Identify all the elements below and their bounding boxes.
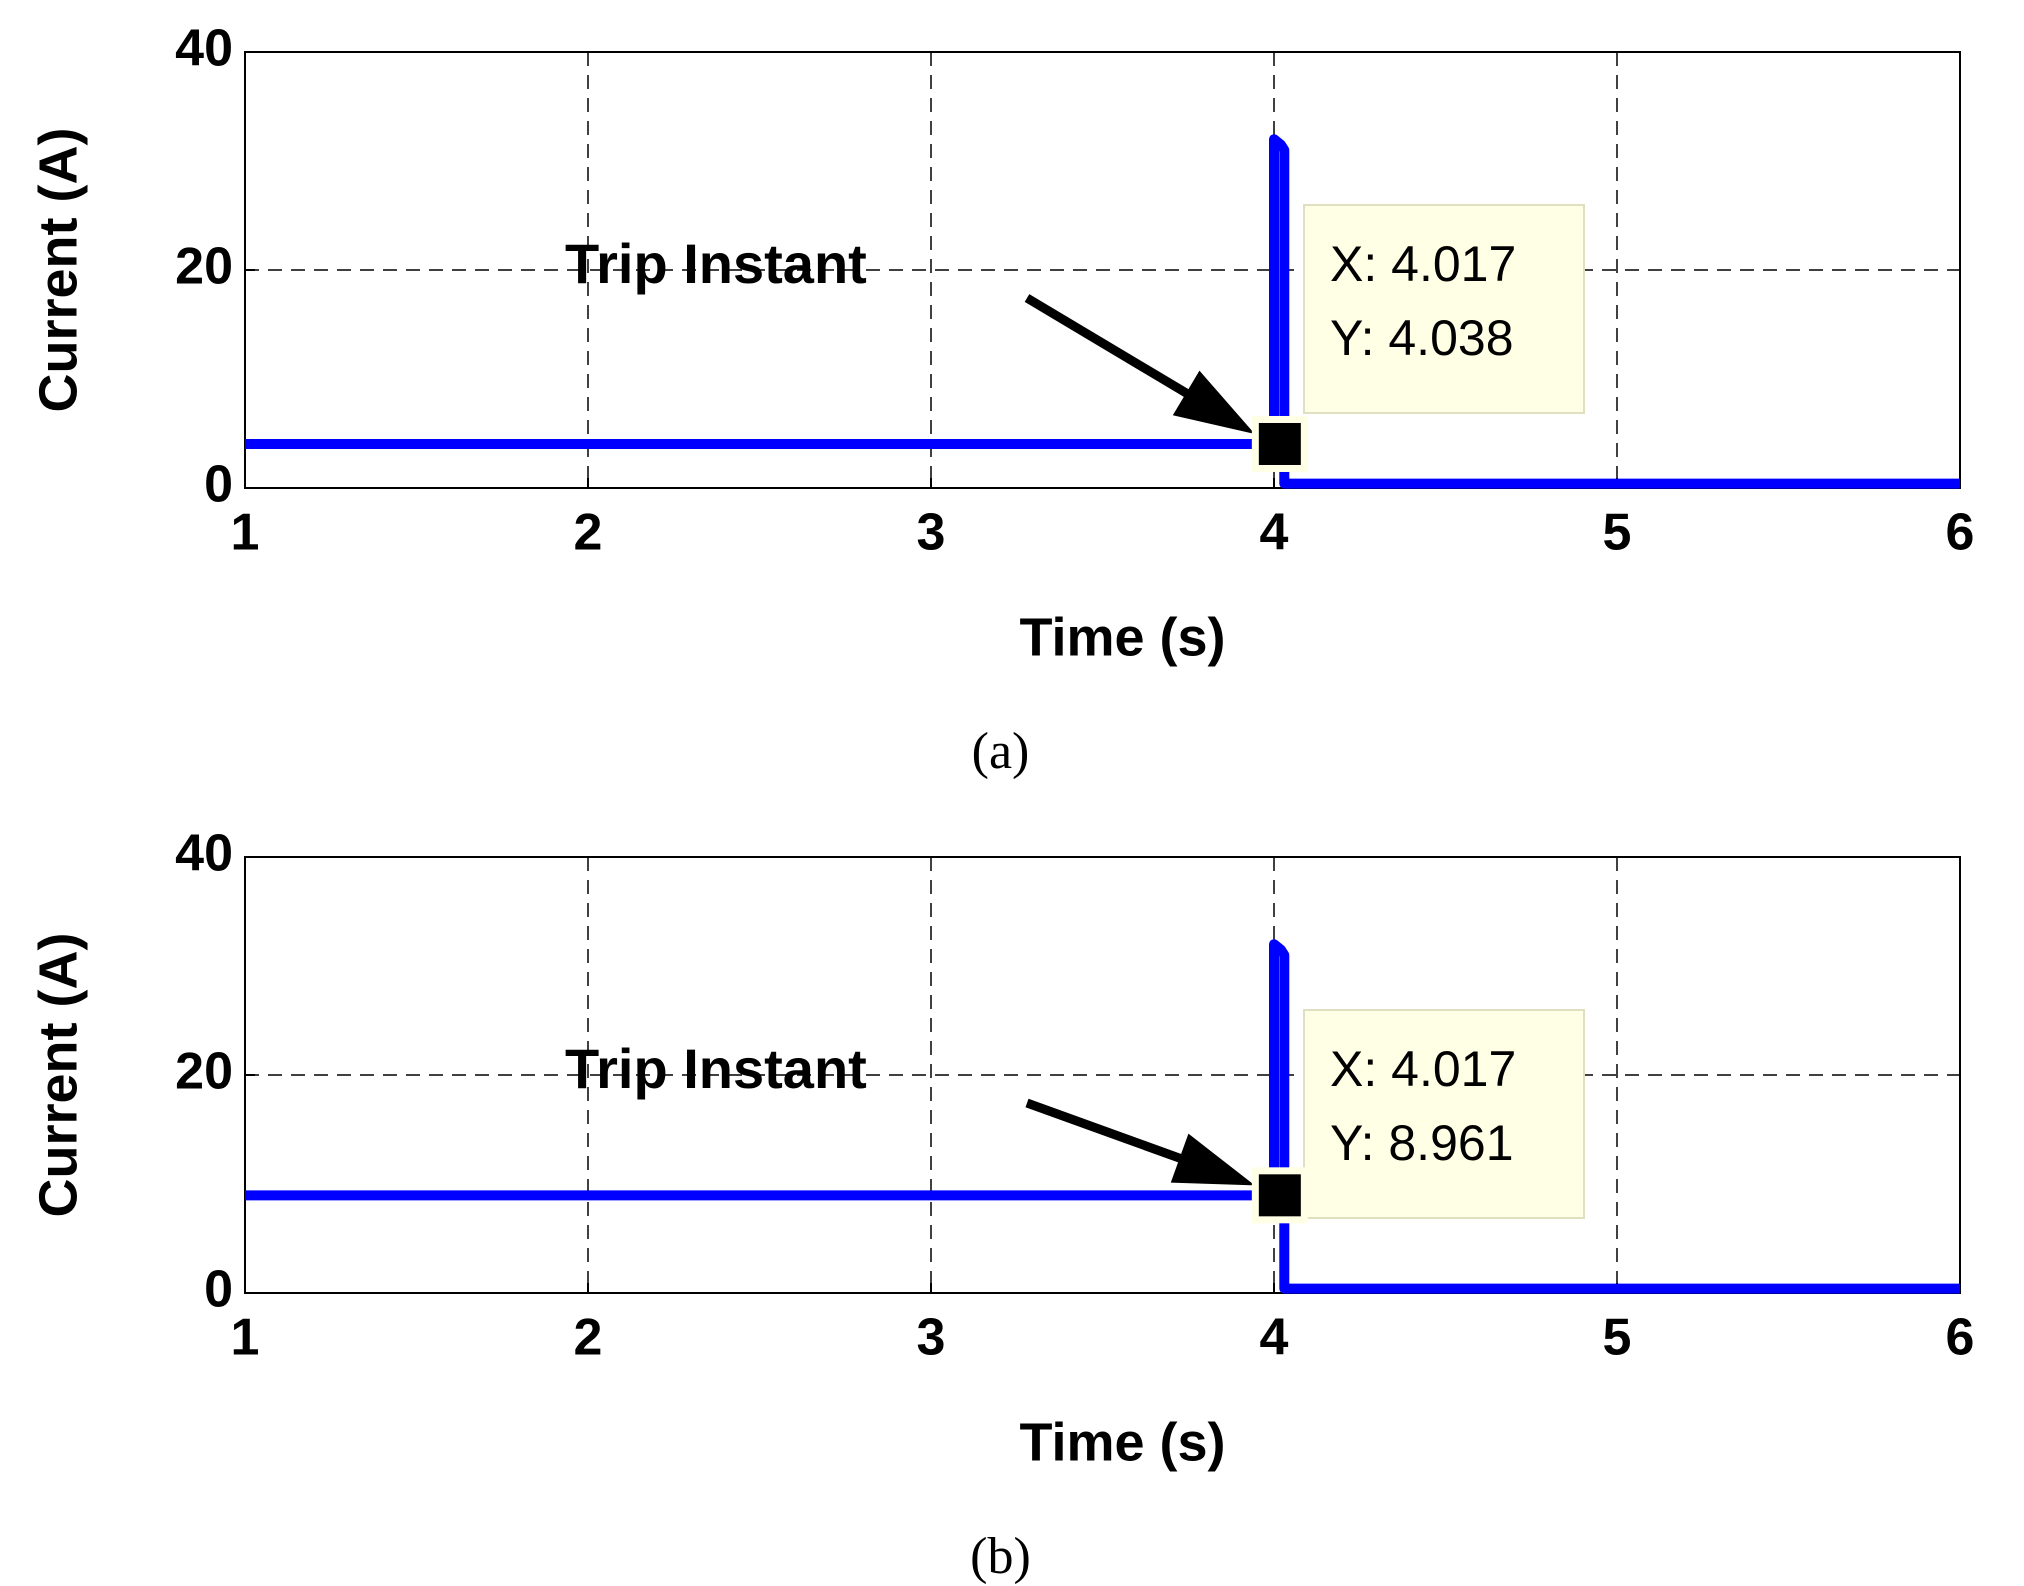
x-tick-label: 1: [231, 504, 260, 562]
y-tick-label: 20: [175, 238, 233, 296]
datatip-y: Y: 4.038: [1330, 310, 1514, 366]
chart-panel: 1 2 3 4 5 6 0 20 40 Trip Instant X: 4.017 Y: 8.961 T…: [28, 825, 1974, 1585]
x-tick-label: 6: [1946, 1309, 1975, 1367]
x-axis-label: Time (s): [1019, 607, 1225, 667]
x-tick-label: 2: [574, 1309, 603, 1367]
x-tick-label: 6: [1946, 504, 1975, 562]
y-axis-label: Current (A): [28, 128, 88, 413]
x-tick-label: 3: [917, 1309, 946, 1367]
x-tick-label: 2: [574, 504, 603, 562]
y-tick-label: 0: [204, 1261, 233, 1319]
x-tick-label: 4: [1260, 504, 1289, 562]
y-tick-label: 20: [175, 1043, 233, 1101]
caption: (a): [972, 723, 1030, 780]
y-tick-label: 40: [175, 825, 233, 883]
x-axis-label: Time (s): [1019, 1412, 1225, 1472]
datatip-box: [1303, 204, 1585, 414]
arrow-shaft: [1025, 1098, 1200, 1170]
chart-panel: 1 2 3 4 5 6 0 20 40 Trip Instant X: 4.017 Y: 4.038 T…: [28, 20, 1974, 780]
datatip-marker: [1258, 1174, 1301, 1217]
datatip-marker: [1258, 422, 1301, 465]
y-tick-label: 40: [175, 20, 233, 78]
datatip-x: X: 4.017: [1330, 236, 1516, 292]
annotation: Trip Instant: [565, 232, 867, 295]
annotation: Trip Instant: [565, 1037, 867, 1100]
y-axis-label: Current (A): [28, 933, 88, 1218]
datatip-y: Y: 8.961: [1330, 1115, 1514, 1171]
arrow-shaft: [1024, 294, 1206, 408]
plot-border: [244, 51, 1961, 489]
x-tick-label: 5: [1603, 504, 1632, 562]
caption: (b): [970, 1528, 1031, 1585]
x-tick-label: 1: [231, 1309, 260, 1367]
arrow-head: [1170, 1133, 1255, 1186]
arrow-head: [1172, 370, 1255, 434]
datatip-x: X: 4.017: [1330, 1041, 1516, 1097]
datatip-box: [1303, 1009, 1585, 1219]
x-tick-label: 3: [917, 504, 946, 562]
x-tick-label: 4: [1260, 1309, 1289, 1367]
plot-border: [244, 856, 1961, 1294]
y-tick-label: 0: [204, 456, 233, 514]
x-tick-label: 5: [1603, 1309, 1632, 1367]
